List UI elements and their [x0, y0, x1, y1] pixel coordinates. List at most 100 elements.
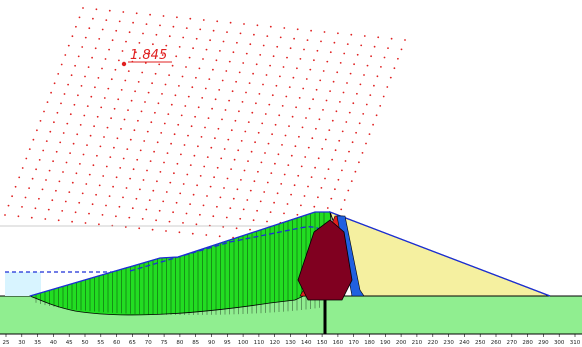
grid-point — [235, 80, 238, 83]
grid-point — [292, 76, 295, 79]
grid-point — [180, 153, 182, 156]
grid-point — [117, 98, 120, 101]
grid-point — [291, 115, 294, 118]
grid-point — [349, 72, 352, 75]
grid-point — [236, 41, 238, 44]
grid-point — [46, 101, 49, 103]
grid-point — [259, 200, 262, 203]
grid-point — [334, 188, 336, 191]
grid-point — [276, 192, 279, 195]
grid-point — [81, 46, 84, 48]
grid-point — [89, 134, 92, 137]
grid-point — [377, 36, 380, 39]
x-tick-label: 190 — [380, 340, 391, 346]
grid-point — [317, 157, 320, 160]
grid-point — [173, 172, 175, 175]
grid-point — [222, 40, 225, 43]
grid-point — [77, 94, 79, 97]
grid-point — [79, 124, 82, 126]
grid-point — [135, 12, 138, 15]
grid-point — [348, 150, 350, 153]
grid-point — [216, 166, 219, 169]
grid-point — [48, 169, 51, 172]
grid-point — [307, 146, 310, 149]
grid-point — [61, 210, 64, 212]
grid-point — [345, 121, 348, 123]
grid-point — [187, 95, 190, 98]
grid-point — [75, 25, 77, 28]
grid-point — [249, 228, 251, 231]
grid-point — [235, 227, 238, 230]
grid-point — [219, 196, 222, 199]
grid-point — [76, 133, 79, 136]
grid-point — [266, 35, 269, 37]
grid-point — [264, 152, 266, 154]
grid-point — [288, 86, 291, 88]
x-tick-label: 130 — [285, 340, 296, 346]
grid-point — [165, 191, 168, 193]
grid-point — [197, 145, 199, 148]
grid-point — [32, 138, 35, 141]
grid-point — [373, 84, 375, 87]
grid-point — [277, 153, 280, 156]
grid-point — [120, 89, 123, 91]
grid-point — [106, 126, 109, 129]
grid-point — [55, 189, 57, 192]
grid-point — [237, 149, 240, 152]
grid-point — [290, 193, 292, 196]
grid-point — [196, 184, 199, 187]
grid-point — [260, 161, 263, 164]
x-tick-label: 200 — [396, 340, 407, 346]
grid-point — [158, 209, 161, 212]
grid-point — [93, 125, 95, 128]
grid-point — [267, 142, 270, 145]
x-tick-label: 210 — [412, 340, 423, 346]
x-tick-label: 95 — [224, 340, 231, 346]
grid-point — [115, 215, 117, 218]
grid-point — [255, 63, 258, 66]
grid-point — [285, 95, 288, 98]
grid-point — [375, 114, 378, 117]
slip-center-grid — [4, 7, 406, 248]
grid-point — [107, 87, 110, 90]
grid-point — [252, 219, 255, 222]
grid-point — [269, 64, 271, 67]
grid-point — [297, 174, 300, 177]
grid-point — [28, 148, 31, 151]
grid-point — [42, 149, 45, 152]
grid-point — [202, 58, 204, 60]
grid-point — [173, 133, 176, 136]
grid-point — [231, 90, 234, 93]
grid-point — [331, 158, 333, 161]
grid-point — [108, 48, 110, 51]
grid-point — [62, 171, 64, 173]
grid-point — [298, 97, 301, 99]
grid-point — [382, 95, 385, 98]
grid-point — [363, 35, 366, 37]
grid-point — [253, 180, 256, 183]
grid-point — [210, 146, 213, 149]
x-tick-label: 120 — [269, 340, 280, 346]
grid-point — [350, 33, 353, 36]
grid-point — [155, 219, 158, 222]
grid-point — [176, 162, 179, 165]
grid-point — [287, 164, 290, 167]
grid-point — [234, 119, 237, 122]
grid-point — [325, 99, 328, 102]
clay-core — [297, 219, 353, 301]
grid-point — [361, 152, 364, 154]
grid-point — [80, 85, 83, 87]
grid-point — [303, 195, 306, 197]
grid-point — [257, 170, 259, 173]
grid-point — [98, 184, 101, 187]
grid-point — [53, 121, 55, 124]
grid-point — [256, 24, 259, 27]
grid-point — [270, 172, 273, 175]
grid-point — [84, 75, 86, 78]
grid-point — [50, 91, 52, 94]
grid-point — [60, 63, 63, 66]
grid-point — [245, 52, 248, 55]
grid-point — [18, 176, 21, 179]
grid-point — [189, 203, 192, 206]
